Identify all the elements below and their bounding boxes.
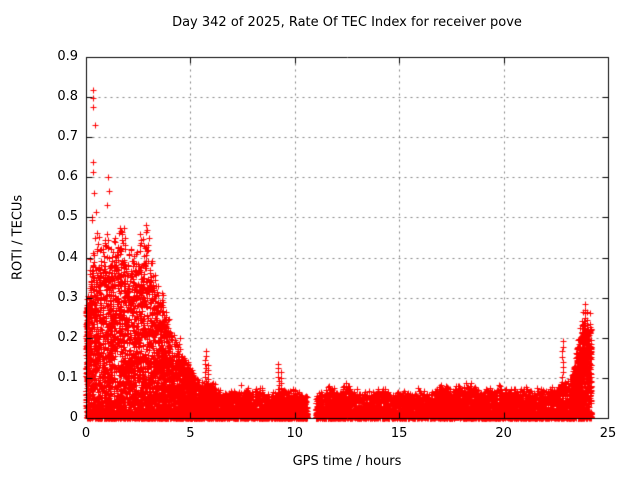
y-tick-label: 0.4 xyxy=(57,249,78,265)
y-tick-label: 0.7 xyxy=(57,129,78,145)
x-tick-label: 10 xyxy=(286,426,304,441)
y-tick-label: 0.6 xyxy=(57,169,78,185)
y-tick-label: 0.5 xyxy=(57,209,78,225)
x-tick-label: 20 xyxy=(495,426,512,441)
x-axis-label: GPS time / hours xyxy=(292,454,402,469)
y-axis-label: ROTI / TECUs xyxy=(10,194,26,281)
x-tick-label: 0 xyxy=(81,426,91,441)
y-tick-label: 0.3 xyxy=(57,289,78,305)
y-tick-label: 0.9 xyxy=(57,49,78,64)
x-tick-label: 15 xyxy=(390,426,408,441)
chart-title: Day 342 of 2025, Rate Of TEC Index for r… xyxy=(172,15,522,30)
y-tick-label: 0.2 xyxy=(57,329,78,345)
x-tick-label: 5 xyxy=(186,426,195,441)
x-tick-label: 25 xyxy=(599,426,617,441)
y-tick-label: 0.1 xyxy=(57,369,78,385)
y-tick-label: 0 xyxy=(69,410,78,425)
y-tick-label: 0.8 xyxy=(57,89,78,105)
